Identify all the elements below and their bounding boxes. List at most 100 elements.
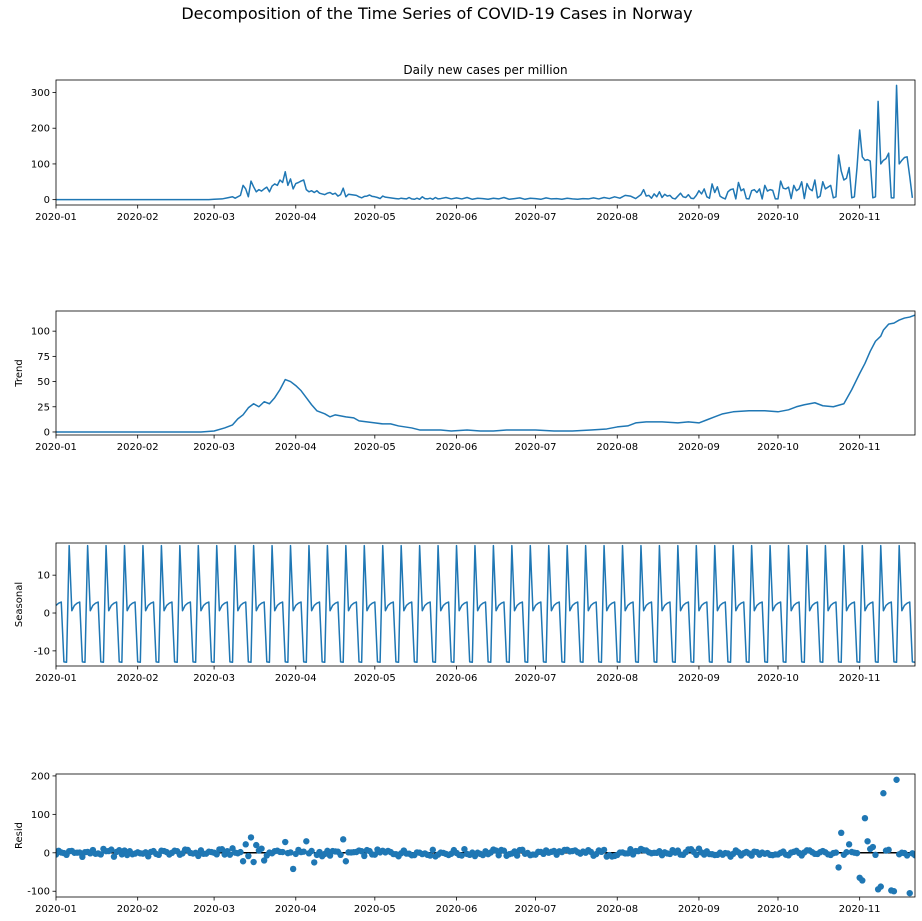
x-tick-label: 2020-02 bbox=[117, 904, 159, 915]
y-tick-label: 200 bbox=[31, 124, 50, 135]
resid-point bbox=[864, 838, 871, 845]
axes-frame bbox=[55, 310, 916, 436]
y-tick-label: 200 bbox=[31, 771, 50, 782]
x-tick-label: 2020-05 bbox=[354, 212, 396, 223]
x-tick-label: 2020-03 bbox=[193, 212, 235, 223]
x-tick-label: 2020-10 bbox=[757, 904, 799, 915]
x-tick-label: 2020-07 bbox=[515, 442, 557, 453]
y-axis-label: Trend bbox=[14, 359, 25, 387]
panel-seasonal: -10 0 10 2020-01 2020-02 2020-03 2020-04 2020-0… bbox=[14, 542, 916, 684]
resid-point bbox=[342, 858, 350, 865]
resid-point bbox=[245, 852, 252, 860]
x-tick-label: 2020-06 bbox=[436, 673, 478, 684]
resid-point bbox=[500, 847, 508, 854]
plot-area bbox=[56, 314, 915, 433]
y-tick-label: 300 bbox=[31, 88, 50, 99]
y-tick-label: 100 bbox=[31, 327, 50, 338]
resid-point bbox=[287, 849, 294, 856]
resid-point bbox=[627, 846, 634, 853]
y-tick-label: 0 bbox=[44, 427, 50, 438]
resid-point bbox=[906, 889, 913, 897]
resid-point bbox=[250, 858, 257, 866]
resid-point bbox=[213, 851, 220, 858]
resid-point bbox=[513, 852, 521, 859]
x-tick-label: 2020-07 bbox=[515, 673, 557, 684]
resid-point bbox=[845, 841, 853, 848]
x-tick-label: 2020-04 bbox=[275, 442, 317, 453]
panel-resid: -100 0 100 200 2020-01 2020-02 2020-03 2020-04 2… bbox=[14, 771, 916, 915]
y-tick-label: 0 bbox=[44, 848, 50, 859]
resid-point bbox=[429, 846, 436, 854]
resid-point bbox=[195, 852, 202, 860]
panel-trend: 0 25 50 75 100 2020-01 2020-02 2020-03 2020-04 20… bbox=[14, 310, 916, 453]
y-tick-label: 100 bbox=[31, 810, 50, 821]
x-tick-label: 2020-08 bbox=[596, 904, 638, 915]
resid-point bbox=[300, 848, 307, 855]
x-tick-label: 2020-10 bbox=[757, 673, 799, 684]
y-tick-label: 75 bbox=[37, 352, 50, 363]
resid-point bbox=[885, 846, 892, 854]
plot-area bbox=[56, 544, 915, 663]
x-tick-label: 2020-08 bbox=[596, 442, 638, 453]
resid-point bbox=[893, 776, 900, 783]
x-tick-label: 2020-09 bbox=[678, 212, 720, 223]
resid-point bbox=[843, 849, 850, 856]
x-tick-label: 2020-03 bbox=[193, 904, 235, 915]
resid-point bbox=[247, 834, 255, 841]
y-tick-label: -10 bbox=[34, 646, 50, 657]
resid-point bbox=[79, 853, 86, 861]
resid-point bbox=[110, 853, 118, 860]
resid-point bbox=[358, 848, 365, 855]
x-tick-label: 2020-02 bbox=[117, 212, 159, 223]
x-tick-label: 2020-01 bbox=[35, 673, 77, 684]
resid-point bbox=[911, 852, 915, 859]
resid-point bbox=[426, 852, 434, 859]
x-tick-label: 2020-06 bbox=[436, 904, 478, 915]
x-tick-label: 2020-01 bbox=[35, 904, 77, 915]
resid-point bbox=[361, 852, 368, 860]
resid-point bbox=[890, 888, 898, 895]
resid-point bbox=[226, 851, 234, 858]
x-tick-label: 2020-01 bbox=[35, 212, 77, 223]
resid-point bbox=[835, 864, 842, 871]
resid-point bbox=[340, 836, 347, 843]
resid-point bbox=[492, 847, 500, 854]
resid-point bbox=[458, 852, 465, 859]
resid-point bbox=[282, 838, 289, 846]
y-tick-label: 25 bbox=[37, 402, 50, 413]
resid-point bbox=[324, 847, 331, 855]
resid-point bbox=[838, 829, 845, 837]
axes-frame bbox=[55, 542, 916, 667]
resid-point bbox=[97, 851, 104, 858]
resid-point bbox=[308, 847, 315, 855]
axes-frame bbox=[55, 79, 916, 206]
x-tick-label: 2020-08 bbox=[596, 212, 638, 223]
resid-point bbox=[108, 846, 115, 853]
x-tick-label: 2020-09 bbox=[678, 904, 720, 915]
y-tick-label: -100 bbox=[27, 887, 50, 898]
x-tick-label: 2020-02 bbox=[117, 442, 159, 453]
y-tick-label: 0 bbox=[44, 609, 50, 620]
resid-point bbox=[239, 858, 247, 865]
x-tick-label: 2020-09 bbox=[678, 673, 720, 684]
resid-point bbox=[880, 790, 887, 797]
resid-point bbox=[260, 857, 268, 864]
y-tick-label: 50 bbox=[37, 377, 50, 388]
x-tick-label: 2020-05 bbox=[354, 673, 396, 684]
figure-title: Decomposition of the Time Series of COVI… bbox=[181, 4, 692, 23]
x-tick-label: 2020-11 bbox=[839, 442, 881, 453]
resid-point bbox=[258, 845, 265, 852]
resid-point bbox=[872, 851, 879, 859]
x-tick-label: 2020-06 bbox=[436, 212, 478, 223]
x-tick-label: 2020-10 bbox=[757, 442, 799, 453]
resid-point bbox=[877, 883, 884, 890]
axes-frame bbox=[55, 773, 916, 898]
resid-point bbox=[461, 845, 468, 853]
x-tick-label: 2020-05 bbox=[354, 904, 396, 915]
resid-point bbox=[832, 849, 840, 856]
x-tick-label: 2020-11 bbox=[839, 904, 881, 915]
series-line bbox=[56, 84, 914, 201]
x-tick-label: 2020-05 bbox=[354, 442, 396, 453]
resid-point bbox=[237, 848, 244, 856]
